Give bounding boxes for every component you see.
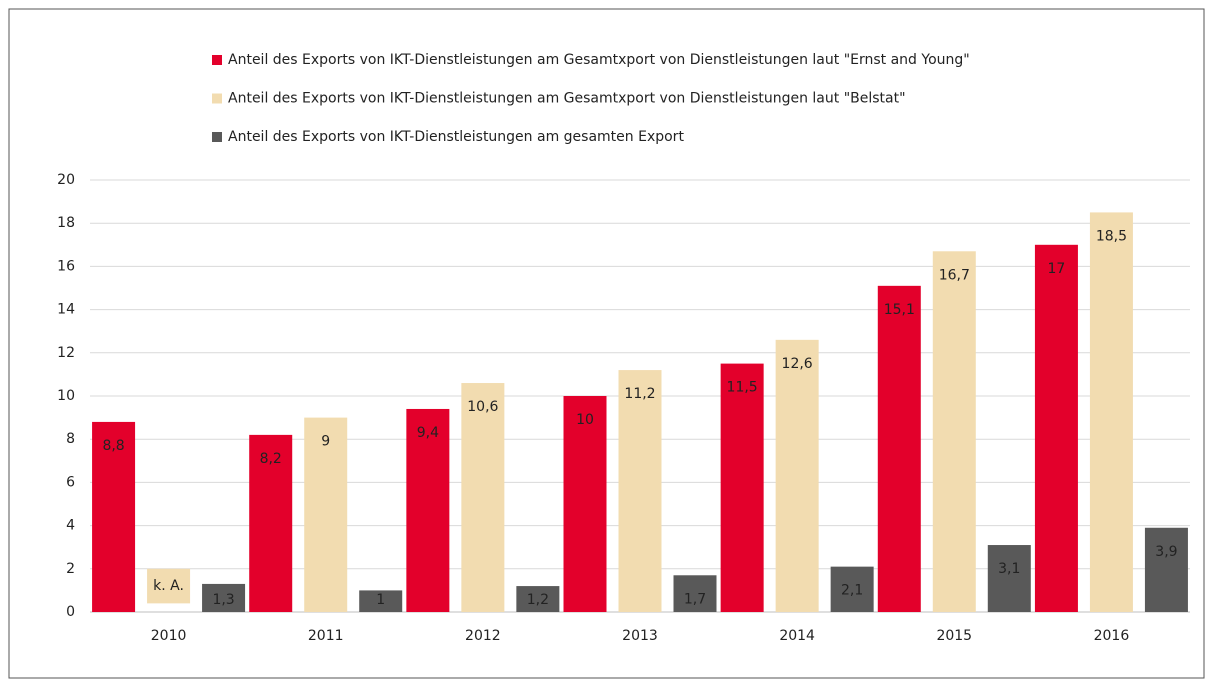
bar bbox=[202, 583, 246, 612]
y-tick-label: 2 bbox=[66, 561, 75, 577]
x-tick-label: 2011 bbox=[308, 628, 344, 644]
bar bbox=[877, 285, 921, 612]
legend-swatch bbox=[212, 93, 222, 104]
x-tick-label: 2016 bbox=[1094, 628, 1130, 644]
no-data-box bbox=[147, 568, 191, 604]
data-label: 11,5 bbox=[727, 380, 758, 396]
data-label: 1 bbox=[376, 592, 385, 608]
y-tick-label: 18 bbox=[57, 215, 75, 231]
legend-swatch bbox=[212, 132, 222, 142]
bar bbox=[1089, 212, 1133, 612]
bar bbox=[1034, 244, 1078, 613]
x-tick-label: 2010 bbox=[151, 628, 187, 644]
bar bbox=[359, 590, 403, 612]
legend-swatch bbox=[212, 55, 222, 65]
y-tick-label: 20 bbox=[57, 172, 75, 188]
bar bbox=[516, 586, 560, 612]
bar bbox=[673, 575, 717, 612]
data-label: 18,5 bbox=[1096, 228, 1127, 244]
data-label: 17 bbox=[1048, 261, 1066, 277]
bar bbox=[987, 545, 1031, 612]
frame bbox=[8, 8, 1205, 679]
data-label: 12,6 bbox=[782, 356, 813, 372]
data-label: 8,8 bbox=[102, 438, 124, 454]
y-tick-label: 6 bbox=[66, 474, 75, 490]
bar bbox=[618, 370, 662, 612]
bar bbox=[1144, 527, 1188, 612]
y-tick-label: 0 bbox=[66, 604, 75, 620]
bar bbox=[406, 408, 450, 612]
bar bbox=[775, 339, 819, 612]
y-tick-label: 4 bbox=[66, 518, 75, 534]
x-tick-label: 2012 bbox=[465, 628, 501, 644]
y-tick-label: 8 bbox=[66, 431, 75, 447]
bar bbox=[461, 383, 505, 612]
data-label: 1,7 bbox=[684, 591, 706, 607]
data-label: 2,1 bbox=[841, 583, 863, 599]
bar bbox=[720, 363, 764, 612]
y-tick-label: 12 bbox=[57, 345, 75, 361]
bar bbox=[563, 396, 607, 612]
data-label: 3,9 bbox=[1155, 544, 1177, 560]
data-label: k. A. bbox=[153, 578, 184, 594]
data-label: 9,4 bbox=[417, 425, 439, 441]
data-label: 16,7 bbox=[939, 267, 970, 283]
data-label: 1,3 bbox=[212, 592, 234, 608]
data-label: 10 bbox=[576, 412, 594, 428]
data-label: 15,1 bbox=[884, 302, 915, 318]
legend-label: Anteil des Exports von IKT-Dienstleistun… bbox=[228, 129, 684, 145]
bar bbox=[932, 251, 976, 612]
bar bbox=[92, 421, 136, 612]
data-label: 3,1 bbox=[998, 561, 1020, 577]
y-tick-label: 14 bbox=[57, 302, 75, 318]
y-tick-label: 10 bbox=[57, 388, 75, 404]
data-label: 9 bbox=[321, 434, 330, 450]
data-label: 8,2 bbox=[260, 451, 282, 467]
data-label: 11,2 bbox=[624, 386, 655, 402]
x-tick-label: 2014 bbox=[779, 628, 815, 644]
bar bbox=[249, 434, 293, 612]
x-tick-label: 2013 bbox=[622, 628, 658, 644]
legend-label: Anteil des Exports von IKT-Dienstleistun… bbox=[228, 91, 906, 107]
bar bbox=[304, 417, 348, 612]
x-tick-label: 2015 bbox=[936, 628, 972, 644]
data-label: 1,2 bbox=[527, 592, 549, 608]
data-label: 10,6 bbox=[467, 399, 498, 415]
bar bbox=[830, 566, 874, 612]
y-tick-label: 16 bbox=[57, 258, 75, 274]
legend-label: Anteil des Exports von IKT-Dienstleistun… bbox=[228, 52, 970, 68]
